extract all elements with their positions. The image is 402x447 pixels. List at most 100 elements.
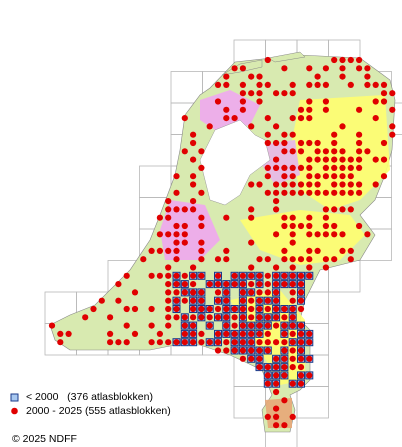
recent-record — [256, 339, 263, 346]
recent-record — [190, 131, 197, 138]
recent-record — [322, 214, 329, 221]
recent-record — [165, 289, 172, 296]
recent-record — [281, 355, 288, 362]
recent-record — [264, 297, 271, 304]
recent-record — [306, 81, 313, 88]
recent-record — [264, 56, 271, 64]
recent-record — [389, 106, 396, 113]
recent-record — [314, 156, 321, 163]
recent-record — [281, 214, 288, 221]
island — [267, 51, 306, 63]
recent-record — [297, 355, 305, 362]
recent-record — [248, 90, 255, 97]
recent-record — [281, 148, 288, 155]
recent-record — [331, 189, 338, 196]
recent-record — [264, 139, 271, 147]
recent-record — [214, 314, 222, 321]
recent-record — [306, 181, 313, 188]
recent-record — [223, 115, 230, 122]
recent-record — [248, 272, 255, 279]
recent-record — [297, 164, 305, 171]
recent-record — [297, 380, 305, 387]
recent-record — [306, 189, 313, 196]
recent-record — [248, 264, 255, 271]
recent-record — [281, 173, 288, 180]
recent-record — [339, 231, 346, 238]
recent-record — [140, 256, 147, 263]
recent-record — [148, 247, 155, 254]
recent-record — [248, 347, 255, 354]
recent-record — [273, 231, 280, 238]
recent-record — [190, 322, 197, 329]
recent-record — [289, 297, 296, 304]
recent-record — [264, 115, 271, 122]
recent-record — [223, 330, 230, 337]
recent-record — [314, 73, 321, 80]
recent-record — [223, 256, 230, 263]
recent-record — [372, 98, 379, 105]
recent-record — [339, 156, 346, 163]
recent-record — [214, 289, 222, 296]
recent-record — [173, 222, 180, 230]
recent-record — [198, 256, 205, 263]
recent-record — [223, 347, 230, 354]
recent-record — [256, 73, 263, 80]
recent-record — [297, 222, 305, 230]
recent-record — [115, 297, 122, 304]
recent-record — [264, 322, 271, 329]
recent-record — [273, 372, 280, 379]
recent-record — [273, 339, 280, 346]
recent-record — [223, 281, 230, 288]
recent-record — [190, 173, 197, 180]
recent-record — [148, 339, 155, 346]
recent-record — [256, 314, 263, 321]
recent-record — [239, 81, 246, 88]
recent-record — [190, 339, 197, 346]
recent-record — [248, 281, 255, 288]
recent-record — [322, 189, 329, 196]
recent-record — [297, 339, 305, 346]
recent-record — [331, 156, 338, 163]
recent-record — [48, 322, 56, 329]
recent-record — [90, 305, 97, 313]
legend-square — [10, 393, 19, 402]
recent-record — [165, 264, 172, 271]
recent-record — [214, 81, 222, 88]
recent-record — [347, 181, 354, 188]
recent-record — [173, 256, 180, 263]
recent-record — [281, 364, 288, 371]
recent-record — [356, 222, 363, 230]
recent-record — [306, 256, 313, 263]
recent-record — [322, 222, 329, 230]
recent-record — [322, 65, 329, 72]
recent-record — [264, 330, 271, 337]
recent-record — [273, 422, 280, 429]
recent-record — [165, 206, 172, 213]
recent-record — [339, 206, 346, 213]
recent-record — [273, 189, 280, 196]
recent-record — [123, 339, 130, 346]
recent-record — [273, 314, 280, 321]
recent-record — [239, 297, 246, 304]
recent-record — [306, 330, 313, 337]
recent-record — [223, 322, 230, 329]
recent-record — [273, 380, 280, 387]
recent-record — [190, 305, 197, 313]
recent-record — [331, 139, 338, 147]
recent-record — [248, 289, 255, 296]
recent-record — [273, 198, 280, 205]
recent-record — [273, 297, 280, 304]
recent-record — [273, 123, 280, 130]
recent-record — [165, 314, 172, 321]
recent-record — [264, 173, 271, 180]
recent-record — [214, 281, 222, 288]
recent-record — [256, 305, 263, 313]
recent-record — [281, 339, 288, 346]
recent-record — [256, 297, 263, 304]
recent-record — [231, 339, 238, 346]
recent-record — [148, 322, 155, 329]
recent-record — [131, 289, 139, 296]
recent-record — [256, 355, 263, 362]
recent-record — [181, 314, 188, 321]
recent-record — [331, 256, 338, 263]
